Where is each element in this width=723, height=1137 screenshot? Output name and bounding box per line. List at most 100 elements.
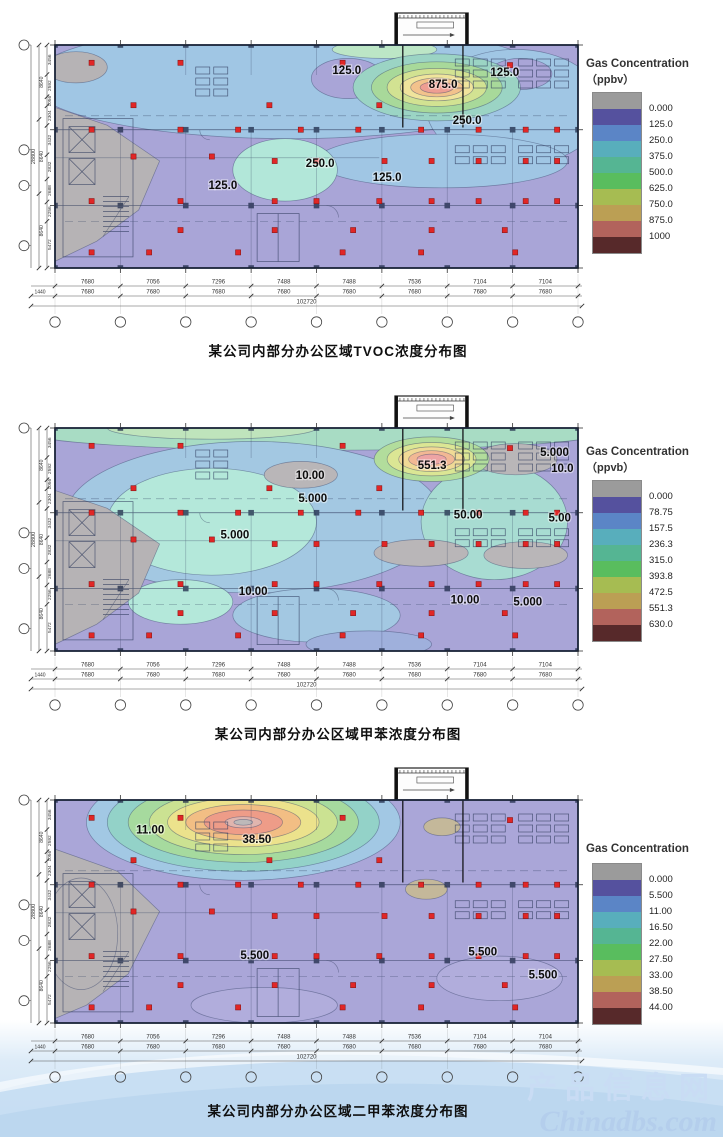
legend-tick-label: 375.0: [649, 151, 673, 162]
svg-text:5.000: 5.000: [298, 493, 327, 505]
legend-tick-label: 315.0: [649, 555, 673, 566]
legend-swatch: [593, 125, 641, 141]
svg-text:5472: 5472: [47, 994, 53, 1005]
legend-tick-label: 157.5: [649, 523, 673, 534]
svg-text:7056: 7056: [146, 280, 160, 286]
legend-toluene: Gas Concentration （ppvb） 0.000 78.75 157.5…: [586, 446, 720, 642]
contour-value-labels: 11.00 38.50 5.500 5.500 5.500: [135, 823, 559, 982]
figure-svg: 10.00 5.000 551.3 5.000 10.0 50.00 5.00 5.000 10…: [18, 395, 585, 711]
legend-tick-label: 0.000: [649, 874, 673, 885]
svg-text:7536: 7536: [408, 1035, 422, 1041]
svg-text:5472: 5472: [47, 239, 53, 250]
left-dimension-lines: 3456259210562304343228322688225654728640…: [18, 422, 53, 654]
floorplan-linework: [55, 800, 578, 1023]
watermark-cn: 产品信息网: [527, 1072, 717, 1105]
svg-text:3432: 3432: [47, 517, 53, 528]
legend-tick-label: 5.500: [649, 890, 673, 901]
svg-text:7488: 7488: [343, 1035, 357, 1041]
svg-text:7680: 7680: [539, 290, 553, 296]
svg-text:1440: 1440: [34, 290, 45, 296]
legend-swatch: [593, 529, 641, 545]
map-border: [50, 40, 583, 273]
svg-text:1056: 1056: [47, 96, 53, 107]
svg-text:7680: 7680: [539, 673, 553, 679]
watermark: 产品信息网 Chinadbs.com: [527, 1073, 717, 1137]
svg-text:7104: 7104: [473, 280, 487, 286]
svg-text:250.0: 250.0: [306, 158, 335, 170]
bottom-dimension-lines: 7680 7056 7296 7488 7488 7536 7104 7104 7680 7680…: [28, 1029, 585, 1083]
svg-text:7680: 7680: [146, 673, 160, 679]
svg-text:5.000: 5.000: [221, 530, 250, 542]
floorplan-map-tvoc: 125.0 875.0 125.0 250.0 250.0 125.0 125.0 7680 7…: [18, 8, 588, 345]
svg-text:7104: 7104: [539, 1035, 553, 1041]
svg-text:7680: 7680: [81, 1045, 95, 1051]
svg-text:1056: 1056: [47, 479, 53, 490]
svg-text:102720: 102720: [296, 1055, 317, 1061]
legend-tick-label: 393.8: [649, 571, 673, 582]
legend-swatch: [593, 593, 641, 609]
svg-text:7680: 7680: [146, 1045, 160, 1051]
svg-text:8640: 8640: [39, 831, 45, 842]
grid-bubble-row: [49, 316, 584, 328]
svg-text:7104: 7104: [539, 280, 553, 286]
sampling-point-markers: [88, 442, 560, 639]
svg-text:102720: 102720: [296, 683, 317, 689]
sampling-point-markers: [88, 59, 560, 256]
svg-text:7680: 7680: [146, 290, 160, 296]
svg-text:7680: 7680: [212, 1045, 226, 1051]
svg-text:2256: 2256: [47, 961, 53, 972]
svg-text:7680: 7680: [408, 673, 422, 679]
legend-tick-label: 236.3: [649, 539, 673, 550]
watermark-en: Chinadbs.com: [539, 1104, 717, 1137]
svg-text:5.500: 5.500: [529, 970, 558, 982]
svg-text:38.50: 38.50: [243, 834, 272, 846]
svg-text:7680: 7680: [277, 290, 291, 296]
svg-text:8640: 8640: [39, 534, 45, 545]
legend-swatch: [593, 497, 641, 513]
bottom-dimension-lines: 7680 7056 7296 7488 7488 7536 7104 7104 7680 7680…: [28, 274, 585, 328]
svg-text:3456: 3456: [47, 54, 53, 65]
svg-text:8640: 8640: [39, 459, 45, 470]
legend-swatch: [593, 237, 641, 253]
svg-text:7104: 7104: [473, 1035, 487, 1041]
svg-text:2304: 2304: [47, 493, 53, 504]
legend-colorbar: 0.000 5.500 11.00 16.50 22.00 27.50 33.00 38.50…: [592, 863, 673, 1025]
svg-text:7680: 7680: [473, 1045, 487, 1051]
legend-swatch: [593, 896, 641, 912]
legend-tick-label: 625.0: [649, 183, 673, 194]
svg-text:7536: 7536: [408, 280, 422, 286]
map-border: [50, 795, 583, 1028]
svg-text:7296: 7296: [212, 1035, 226, 1041]
svg-text:8640: 8640: [39, 76, 45, 87]
svg-text:11.00: 11.00: [136, 825, 164, 837]
legend-swatch: [593, 976, 641, 992]
legend-title: Gas Concentration: [586, 446, 689, 458]
legend-unit: [586, 856, 720, 858]
legend-swatch: [593, 157, 641, 173]
contour-field: [55, 428, 578, 651]
legend-tick-label: 27.50: [649, 954, 673, 965]
svg-text:7536: 7536: [408, 663, 422, 669]
svg-text:8640: 8640: [39, 608, 45, 619]
legend-swatch: [593, 960, 641, 976]
legend-tick-label: 0.000: [649, 491, 673, 502]
svg-text:5.00: 5.00: [549, 513, 571, 525]
svg-text:8640: 8640: [39, 225, 45, 236]
svg-text:7680: 7680: [81, 280, 95, 286]
legend-tick-label: 750.0: [649, 199, 673, 210]
svg-text:2304: 2304: [47, 865, 53, 876]
svg-text:7680: 7680: [81, 1035, 95, 1041]
legend-tick-label: 16.50: [649, 922, 673, 933]
svg-text:5.000: 5.000: [513, 596, 542, 608]
grid-bubble-column: [18, 794, 31, 1007]
legend-tick-label: 44.00: [649, 1002, 673, 1013]
legend-tick-label: 11.00: [649, 906, 673, 917]
svg-text:7680: 7680: [473, 290, 487, 296]
svg-text:7488: 7488: [343, 663, 357, 669]
legend-xylene: Gas Concentration 0.000 5.500 11.00 16.50 22…: [586, 843, 720, 1025]
floorplan-linework: [55, 428, 578, 651]
svg-text:7680: 7680: [473, 673, 487, 679]
svg-text:3432: 3432: [47, 889, 53, 900]
